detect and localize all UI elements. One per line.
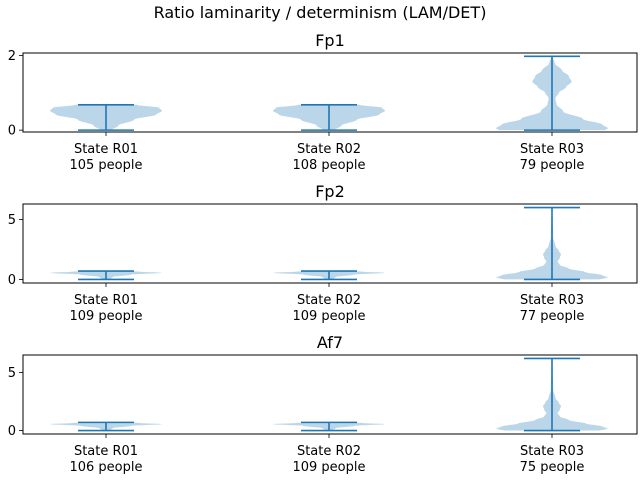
x-tick-label: State R02 — [297, 142, 361, 157]
x-tick-label: State R03 — [520, 293, 584, 308]
x-count-label: 109 people — [69, 309, 142, 324]
x-tick-label: State R01 — [74, 293, 138, 308]
x-count-label: 109 people — [292, 309, 365, 324]
panel-title: Fp1 — [315, 31, 345, 50]
x-tick-label: State R03 — [520, 444, 584, 459]
y-tick-label: 5 — [8, 366, 16, 381]
x-tick-label: State R01 — [74, 142, 138, 157]
x-tick-label: State R02 — [297, 293, 361, 308]
y-tick-label: 0 — [8, 273, 16, 288]
x-tick-label: State R02 — [297, 444, 361, 459]
x-tick-label: State R03 — [520, 142, 584, 157]
axes-frame — [22, 203, 638, 284]
x-count-label: 77 people — [520, 309, 585, 324]
y-tick-label: 0 — [8, 124, 16, 139]
y-tick-label: 5 — [8, 213, 16, 228]
x-tick-label: State R01 — [74, 444, 138, 459]
y-tick-label: 0 — [8, 424, 16, 439]
x-count-label: 105 people — [69, 158, 142, 173]
axes-frame — [22, 52, 638, 133]
x-count-label: 108 people — [292, 158, 365, 173]
x-count-label: 75 people — [520, 460, 585, 475]
panel-title: Fp2 — [315, 182, 345, 201]
figure-title: Ratio laminarity / determinism (LAM/DET) — [154, 3, 487, 22]
x-count-label: 109 people — [292, 460, 365, 475]
panel-title: Af7 — [317, 333, 343, 352]
y-tick-label: 2 — [8, 49, 16, 64]
axes-frame — [22, 354, 638, 435]
x-count-label: 79 people — [520, 158, 585, 173]
x-count-label: 106 people — [69, 460, 142, 475]
